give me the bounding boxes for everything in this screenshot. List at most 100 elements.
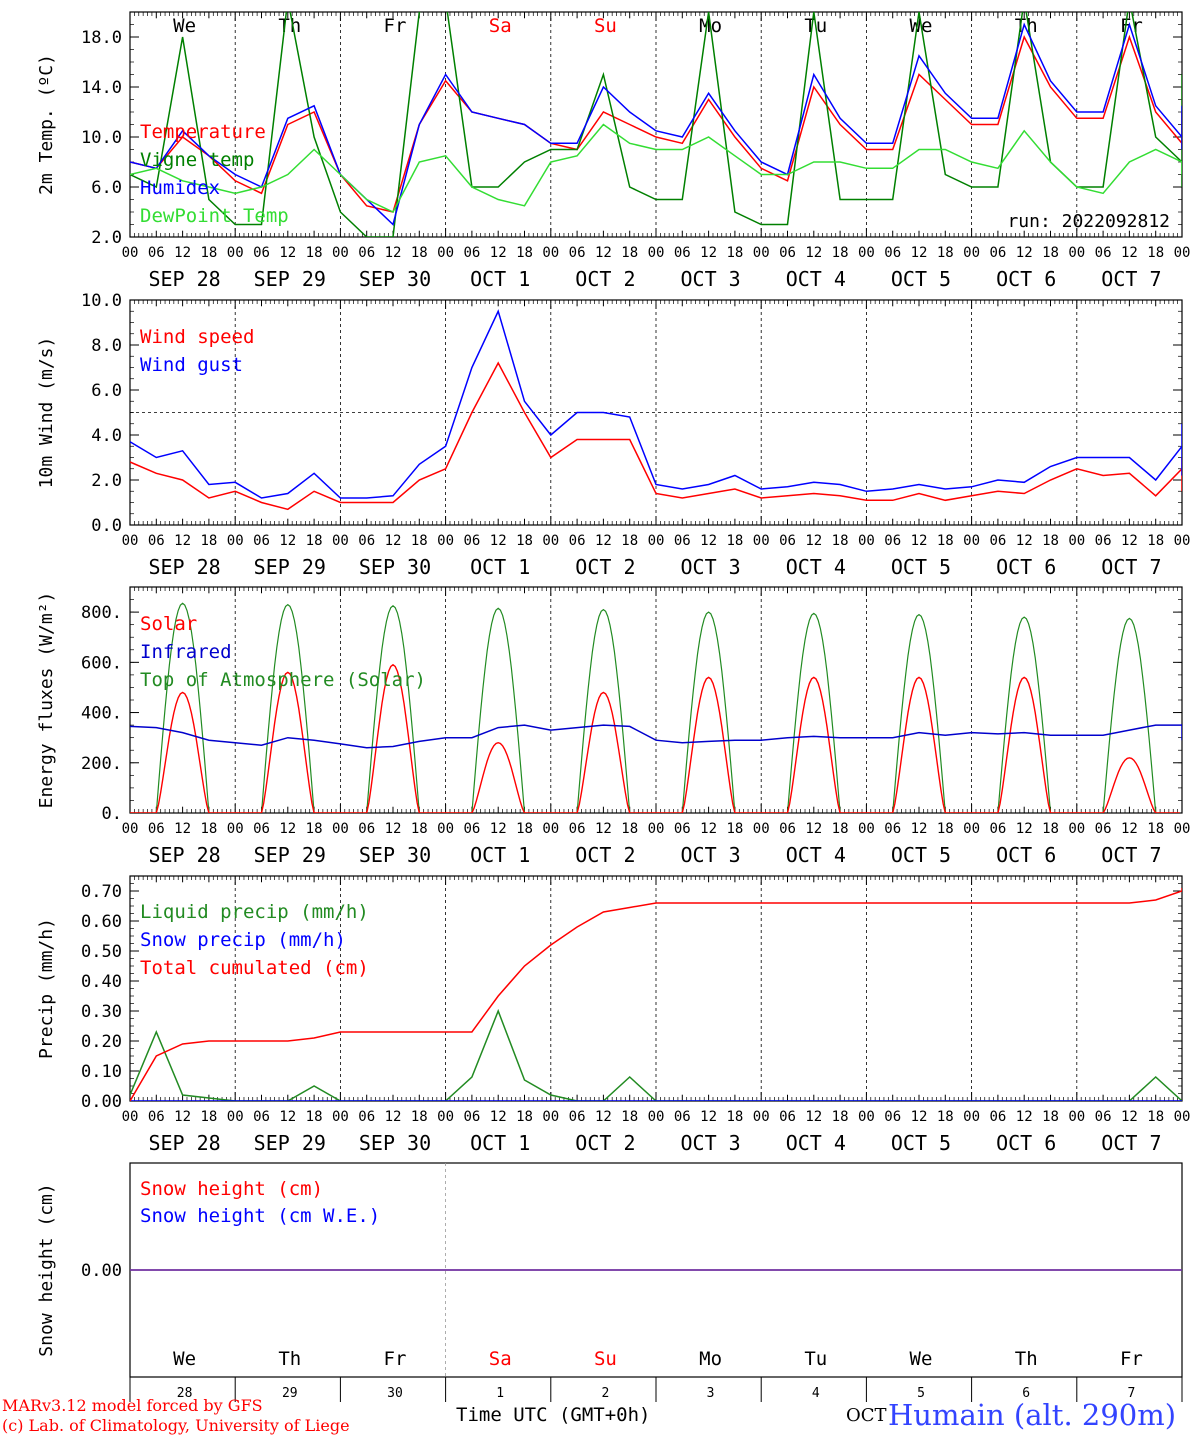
date-label: OCT 1 [470,555,530,579]
model-credit: MARv3.12 model forced by GFS [2,1396,263,1415]
hour-tick-label: 18 [621,821,638,837]
hour-tick-label: 00 [963,1109,980,1125]
date-label: SEP 30 [359,843,431,867]
hour-tick-label: 00 [1068,821,1085,837]
weekday-label: We [173,15,196,37]
y-tick-label: 18.0 [81,28,122,48]
y-axis-label: 2m Temp. (ºC) [36,54,57,195]
hour-tick-label: 06 [884,533,901,549]
hour-tick-label: 00 [542,245,559,261]
date-label: SEP 28 [148,1131,220,1155]
series-group [130,309,1182,511]
hour-tick-label: 06 [674,821,691,837]
hour-tick-label: 18 [621,1109,638,1125]
hour-tick-label: 12 [490,533,507,549]
hour-tick-label: 06 [569,821,586,837]
hour-tick-label: 06 [674,1109,691,1125]
legend-entry: Infrared [140,641,232,663]
hour-tick-label: 00 [437,821,454,837]
y-tick-label: 0.70 [81,882,122,902]
hour-tick-label: 18 [621,533,638,549]
hour-tick-label: 18 [1147,1109,1164,1125]
hour-tick-label: 18 [1042,821,1059,837]
day-number-label: 1 [496,1386,504,1401]
hour-tick-label: 18 [306,533,323,549]
hour-tick-label: 18 [832,1109,849,1125]
run-label: run: 2022092812 [1007,211,1170,232]
hour-tick-label: 06 [1095,1109,1112,1125]
y-tick-label: 6.0 [91,381,122,401]
date-label: OCT 2 [575,1131,635,1155]
hour-tick-label: 00 [122,533,139,549]
hour-tick-label: 00 [227,533,244,549]
hour-tick-label: 12 [174,533,191,549]
hour-tick-label: 00 [542,1109,559,1125]
hour-tick-label: 06 [358,533,375,549]
day-number-label: 29 [282,1386,298,1401]
day-number-label: 4 [812,1386,820,1401]
hour-tick-label: 12 [1016,245,1033,261]
hour-tick-label: 00 [753,533,770,549]
weekday-label: Sa [489,1348,512,1370]
y-axis-label: Precip (mm/h) [36,918,57,1059]
hour-tick-label: 06 [148,1109,165,1125]
hour-tick-label: 00 [858,245,875,261]
series-humidex [130,21,1182,226]
hour-tick-label: 00 [648,533,665,549]
hour-tick-label: 12 [805,245,822,261]
hour-tick-label: 18 [516,821,533,837]
weekday-label: Th [1015,15,1038,37]
y-tick-label: 800. [81,603,122,623]
legend-entry: Humidex [140,177,220,199]
date-label: OCT 4 [786,1131,846,1155]
hour-tick-label: 06 [884,821,901,837]
legend-entry: Snow precip (mm/h) [140,929,346,951]
y-tick-label: 10.0 [81,128,122,148]
hour-tick-label: 12 [700,821,717,837]
hour-tick-label: 12 [1016,533,1033,549]
date-label: OCT 7 [1101,267,1161,291]
hour-tick-label: 06 [463,533,480,549]
date-label: OCT 3 [680,843,740,867]
hour-tick-label: 00 [648,1109,665,1125]
hour-tick-label: 00 [542,821,559,837]
series-liquid-precip-mm-h [130,1008,1182,1101]
series-group [130,888,1182,1101]
hour-tick-label: 00 [332,533,349,549]
hour-tick-label: 00 [1174,245,1191,261]
hour-tick-label: 06 [989,821,1006,837]
series-total-cumulated-cm [130,888,1182,1101]
day-number-label: 6 [1022,1386,1030,1401]
panel-temperature: 00 06 12 18 00 06 12 18 00 06 12 18 00 06 12 18 00 06 12 18… [36,11,1191,291]
weekday-label: Th [278,1348,301,1370]
weekday-label: Th [278,15,301,37]
hour-tick-label: 06 [569,1109,586,1125]
y-tick-label: 0.0 [91,516,122,536]
date-label: OCT 3 [680,1131,740,1155]
hour-tick-label: 00 [858,1109,875,1125]
y-axis-label: 10m Wind (m/s) [36,337,57,489]
weekday-label: Fr [384,15,407,37]
copyright-credit: (c) Lab. of Climatology, University of L… [2,1416,350,1435]
hour-tick-label: 18 [200,245,217,261]
hour-tick-label: 06 [989,533,1006,549]
hour-tick-label: 12 [1121,821,1138,837]
date-label: SEP 28 [148,267,220,291]
weekday-label: We [173,1348,196,1370]
station-name: Humain (alt. 290m) [888,1398,1177,1432]
hour-tick-label: 00 [122,821,139,837]
legend-entry: Top of Atmosphere (Solar) [140,669,426,691]
hour-tick-label: 06 [884,245,901,261]
date-label: OCT 6 [996,843,1056,867]
hour-tick-label: 18 [726,245,743,261]
y-tick-label: 4.0 [91,426,122,446]
hour-tick-label: 18 [1042,1109,1059,1125]
panel-wind: 00 06 12 18 00 06 12 18 00 06 12 18 00 06 12 18 00 06 12 18… [36,291,1190,579]
hour-tick-label: 18 [937,245,954,261]
hour-tick-label: 18 [200,821,217,837]
hour-tick-label: 12 [700,245,717,261]
hour-tick-label: 06 [463,1109,480,1125]
date-label: OCT 4 [786,267,846,291]
y-tick-label: 0.00 [81,1261,122,1281]
y-axis-label: Energy fluxes (W/m²) [36,592,57,809]
